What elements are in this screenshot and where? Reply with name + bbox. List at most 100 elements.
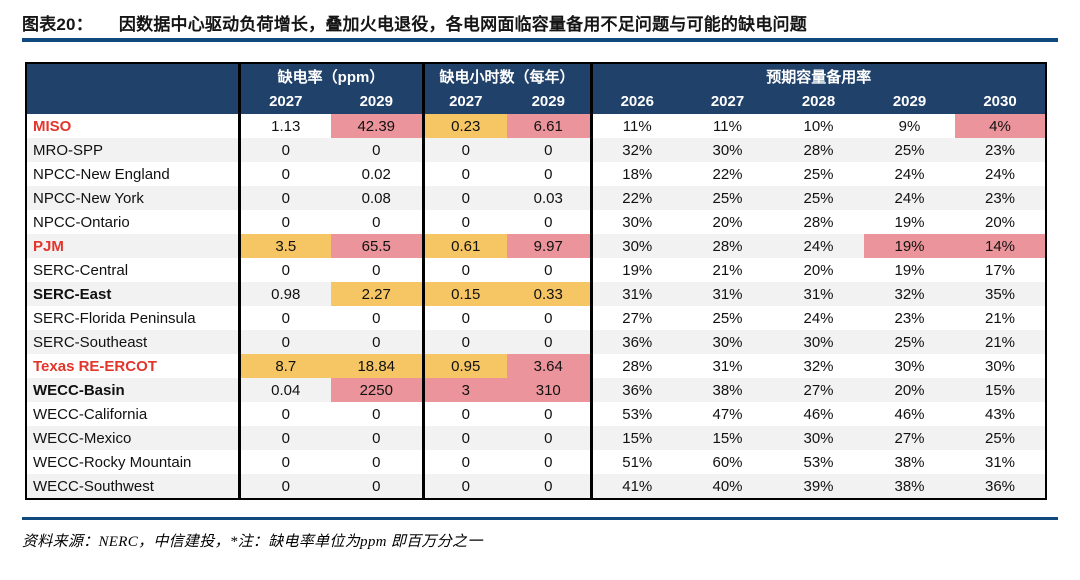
table-body: MISO 1.13 42.39 0.23 6.61 11% 11% 10% 9% 4% MRO-SP…: [26, 114, 1046, 499]
title-divider-rule: [22, 38, 1058, 42]
value-cell: 53%: [589, 402, 682, 426]
value-cell: 32%: [864, 282, 955, 306]
group-header-shortfall-hours: 缺电小时数（每年）: [421, 63, 591, 89]
value-cell: 0: [421, 138, 507, 162]
year-header-cell: 2029: [331, 89, 423, 114]
value-cell: 25%: [864, 330, 955, 354]
value-cell: 11%: [589, 114, 682, 138]
value-cell: 27%: [589, 306, 682, 330]
region-name-cell: WECC-California: [26, 402, 239, 426]
value-cell: 31%: [589, 282, 682, 306]
value-cell: 0: [331, 450, 423, 474]
value-cell: 42.39: [331, 114, 423, 138]
value-cell: 60%: [682, 450, 773, 474]
value-cell: 0: [507, 474, 591, 499]
capacity-shortfall-table: 缺电率（ppm） 缺电小时数（每年） 预期容量备用率 2027 2029 2027 2…: [25, 62, 1047, 500]
value-cell: 38%: [864, 450, 955, 474]
year-header-cell: 2029: [864, 89, 955, 114]
value-cell: 30%: [864, 354, 955, 378]
value-cell: 31%: [682, 354, 773, 378]
value-cell: 36%: [589, 378, 682, 402]
value-cell: 0: [421, 306, 507, 330]
region-name-cell: NPCC-New York: [26, 186, 239, 210]
value-cell: 20%: [864, 378, 955, 402]
value-cell: 46%: [864, 402, 955, 426]
value-cell: 32%: [773, 354, 864, 378]
value-cell: 0: [331, 306, 423, 330]
value-cell: 36%: [589, 330, 682, 354]
value-cell: 40%: [682, 474, 773, 499]
value-cell: 310: [507, 378, 591, 402]
value-cell: 0: [421, 450, 507, 474]
value-cell: 0: [421, 258, 507, 282]
region-name-cell: MISO: [26, 114, 239, 138]
table-row: WECC-Rocky Mountain 0 0 0 0 51% 60% 53% 38% 31%: [26, 450, 1046, 474]
value-cell: 31%: [682, 282, 773, 306]
value-cell: 2250: [331, 378, 423, 402]
value-cell: 4%: [955, 114, 1046, 138]
value-cell: 25%: [682, 186, 773, 210]
value-cell: 0: [507, 450, 591, 474]
region-name-cell: SERC-Southeast: [26, 330, 239, 354]
year-header-cell: 2027: [421, 89, 507, 114]
value-cell: 30%: [589, 234, 682, 258]
table-row: MISO 1.13 42.39 0.23 6.61 11% 11% 10% 9% 4%: [26, 114, 1046, 138]
value-cell: 0.08: [331, 186, 423, 210]
value-cell: 35%: [955, 282, 1046, 306]
value-cell: 27%: [773, 378, 864, 402]
value-cell: 17%: [955, 258, 1046, 282]
year-header-cell: 2026: [589, 89, 682, 114]
value-cell: 30%: [955, 354, 1046, 378]
value-cell: 0: [237, 450, 331, 474]
year-header-cell: 2027: [682, 89, 773, 114]
group-header-shortfall-rate: 缺电率（ppm）: [237, 63, 423, 89]
value-cell: 2.27: [331, 282, 423, 306]
source-note: 资料来源：NERC，中信建投，*注：缺电率单位为ppm 即百万分之一: [22, 534, 483, 550]
value-cell: 0: [237, 402, 331, 426]
value-cell: 0: [237, 426, 331, 450]
value-cell: 0.15: [421, 282, 507, 306]
value-cell: 0: [237, 162, 331, 186]
value-cell: 15%: [682, 426, 773, 450]
value-cell: 30%: [682, 138, 773, 162]
value-cell: 23%: [864, 306, 955, 330]
value-cell: 51%: [589, 450, 682, 474]
value-cell: 0: [331, 402, 423, 426]
region-name-cell: NPCC-New England: [26, 162, 239, 186]
value-cell: 20%: [773, 258, 864, 282]
region-name-cell: NPCC-Ontario: [26, 210, 239, 234]
value-cell: 24%: [864, 162, 955, 186]
value-cell: 28%: [682, 234, 773, 258]
value-cell: 27%: [864, 426, 955, 450]
value-cell: 0.95: [421, 354, 507, 378]
value-cell: 0: [421, 402, 507, 426]
value-cell: 20%: [955, 210, 1046, 234]
table-row: SERC-Central 0 0 0 0 19% 21% 20% 19% 17%: [26, 258, 1046, 282]
value-cell: 25%: [955, 426, 1046, 450]
value-cell: 38%: [864, 474, 955, 499]
year-header-cell: 2030: [955, 89, 1046, 114]
value-cell: 0: [331, 426, 423, 450]
value-cell: 30%: [589, 210, 682, 234]
table-row: WECC-Southwest 0 0 0 0 41% 40% 39% 38% 36%: [26, 474, 1046, 499]
value-cell: 0: [237, 330, 331, 354]
value-cell: 24%: [773, 306, 864, 330]
group-header-row: 缺电率（ppm） 缺电小时数（每年） 预期容量备用率: [26, 63, 1046, 89]
region-name-cell: WECC-Basin: [26, 378, 239, 402]
region-name-cell: SERC-East: [26, 282, 239, 306]
value-cell: 21%: [955, 306, 1046, 330]
value-cell: 6.61: [507, 114, 591, 138]
value-cell: 31%: [773, 282, 864, 306]
corner-cell-2: [26, 89, 239, 114]
value-cell: 32%: [589, 138, 682, 162]
value-cell: 1.13: [237, 114, 331, 138]
value-cell: 0: [421, 210, 507, 234]
region-name-cell: WECC-Rocky Mountain: [26, 450, 239, 474]
value-cell: 19%: [864, 210, 955, 234]
value-cell: 21%: [955, 330, 1046, 354]
value-cell: 30%: [773, 426, 864, 450]
value-cell: 25%: [773, 186, 864, 210]
value-cell: 46%: [773, 402, 864, 426]
year-header-cell: 2027: [237, 89, 331, 114]
